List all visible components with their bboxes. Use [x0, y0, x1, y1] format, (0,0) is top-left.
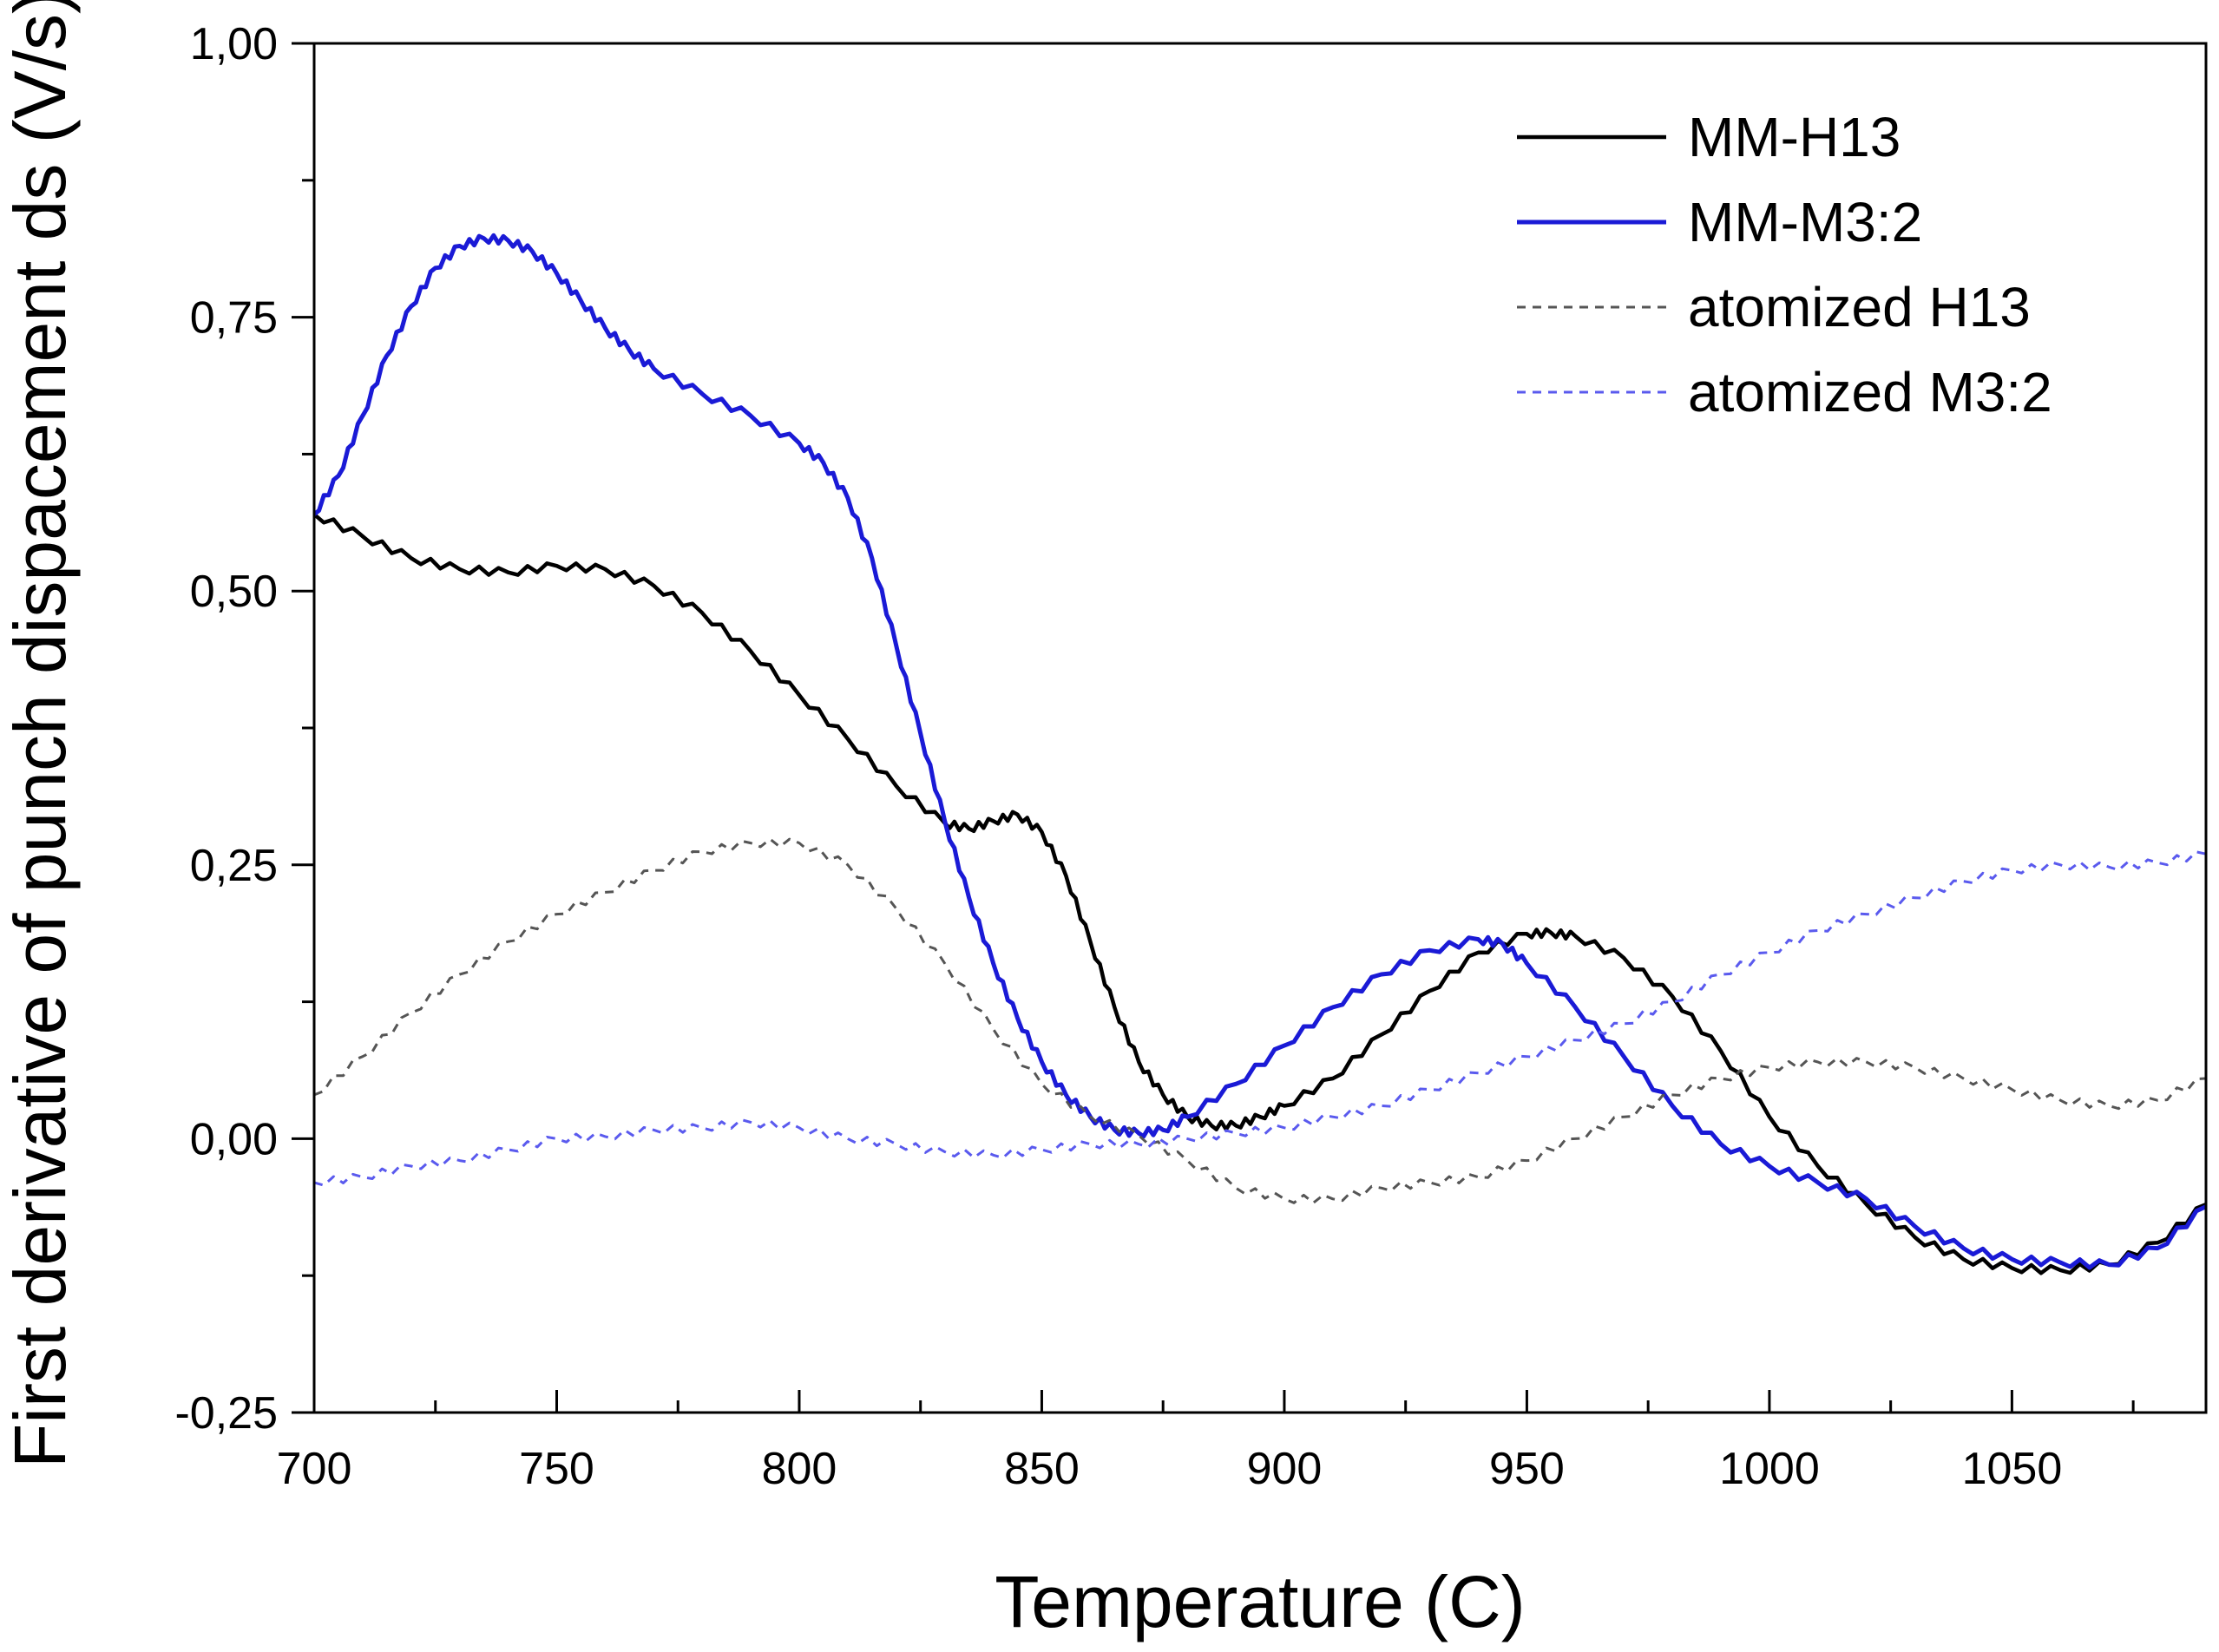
- x-tick-label: 900: [1247, 1444, 1323, 1494]
- x-tick-label: 950: [1489, 1444, 1565, 1494]
- y-tick-label: 0,50: [190, 567, 278, 617]
- series-layer: [312, 233, 2208, 1275]
- axis-layer: 700 750 800 850 900 950 1000 1050 -0,25 0,00 0,25 0…: [174, 19, 2135, 1494]
- legend-label-2: atomized H13: [1688, 276, 2031, 338]
- x-tick-label: 700: [277, 1444, 352, 1494]
- legend: MM-H13 MM-M3:2 atomized H13 atomized M3:2: [1517, 106, 2052, 423]
- series-line-0: [312, 513, 2207, 1275]
- x-tick-label: 1050: [1962, 1444, 2063, 1494]
- y-tick-label: 0,00: [190, 1114, 278, 1164]
- y-axis-title: First derivative of punch dispacement ds…: [0, 0, 81, 1468]
- x-tick-label: 750: [519, 1444, 594, 1494]
- y-tick-label: 0,75: [190, 293, 278, 344]
- y-tick-label: 1,00: [190, 19, 278, 69]
- x-tick-label: 850: [1004, 1444, 1080, 1494]
- x-axis-title: Temperature (C): [995, 1561, 1526, 1642]
- legend-label-0: MM-H13: [1688, 106, 1901, 168]
- series-line-1: [312, 233, 2208, 1270]
- legend-label-3: atomized M3:2: [1688, 361, 2052, 423]
- legend-label-1: MM-M3:2: [1688, 191, 1922, 253]
- series-line-3: [313, 850, 2207, 1187]
- y-tick-label: -0,25: [174, 1388, 278, 1439]
- x-tick-label: 800: [762, 1444, 837, 1494]
- x-tick-label: 1000: [1719, 1444, 1820, 1494]
- y-tick-label: 0,25: [190, 841, 278, 891]
